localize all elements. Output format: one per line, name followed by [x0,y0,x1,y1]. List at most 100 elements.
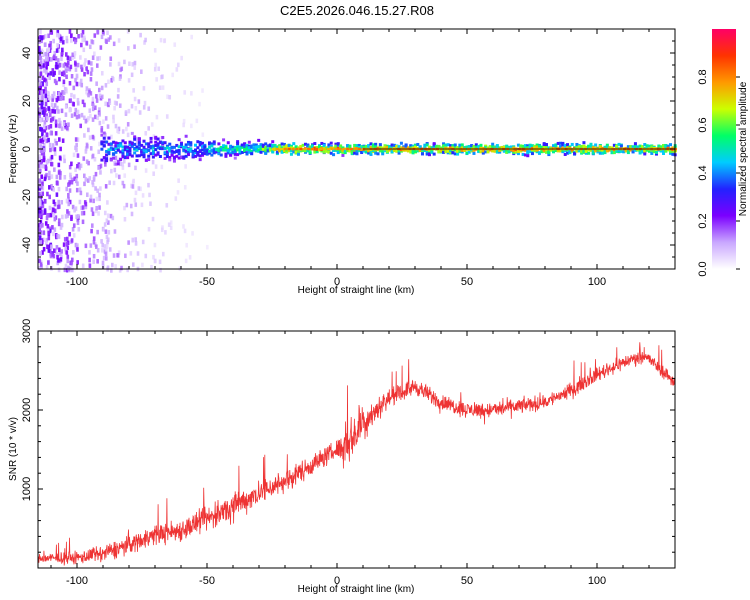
spectrogram-noise-cell [72,233,76,238]
spectrogram-noise-cell [74,178,78,184]
spectrogram-band-cell [355,152,359,156]
spectrogram-band-cell [425,143,429,147]
spectrogram-band-cell [554,143,558,147]
spectrogram-noise-cell [76,137,80,142]
spectrogram-band-cell [397,151,401,155]
spectrogram-band-cell [280,142,284,146]
colorbar-gradient [712,29,736,269]
spectrogram-band-cell [140,143,144,147]
spectrogram-noise-cell [136,251,140,256]
spectrogram-band-cell [547,150,551,154]
spectrogram-band-cell [519,144,523,148]
spectrogram-band-cell [280,146,284,150]
spectrogram-noise-cell [71,55,74,60]
spectrogram-noise-cell [79,163,83,169]
spectrogram-band-cell [339,146,343,150]
spectrogram-band-cell [566,151,570,155]
spectrogram-noise-cell [69,64,73,70]
spectrogram-band-cell [556,141,560,145]
spectrogram-noise-cell [40,38,43,44]
spectrogram-noise-cell [142,105,146,110]
spectrogram-noise-cell [38,95,42,100]
spectrogram-noise-cell [66,245,69,251]
spectrogram-noise-cell [133,197,137,203]
spectrogram-band-cell [236,141,240,145]
spectrogram-band-cell [430,148,434,152]
snr-background [38,331,675,568]
spectrogram-noise-cell [195,118,199,124]
spectrogram-noise-cell [112,41,116,47]
spectrogram-band-cell [172,150,176,154]
spectrogram-band-cell [271,145,275,149]
spectrogram-noise-cell [133,60,137,66]
spectrogram-noise-cell [75,147,78,153]
spectrogram-noise-cell [164,230,167,235]
spectrogram-band-cell [392,143,396,147]
spectrogram-band-cell [205,152,209,156]
spectrogram-noise-cell [96,115,99,121]
spectrogram-band-cell [245,146,249,150]
spectrogram-band-cell [114,147,118,151]
spectrogram-noise-cell [149,201,152,206]
spectrogram-noise-cell [39,108,42,114]
spectrogram-band-cell [243,145,247,149]
spectrogram-noise-cell [98,56,101,61]
spectrogram-noise-cell [158,85,162,90]
spectrogram-noise-cell [54,249,57,254]
spectrogram-noise-cell [79,55,82,60]
spectrogram-band-cell [486,150,490,154]
spectrogram-noise-cell [38,46,41,51]
spectrogram-band-cell [247,140,251,144]
spectrogram-heat-cells [38,29,677,273]
spectrogram-noise-cell [56,64,59,70]
spectrogram-band-cell [175,154,179,158]
spectrogram-band-cell [325,147,329,151]
spectrogram-band-cell [353,151,357,155]
spectrogram-band-cell [369,142,373,146]
spectrogram-band-cell [523,144,527,148]
spectrogram-noise-cell [131,184,135,189]
spectrogram-band-cell [423,148,427,152]
spectrogram-band-cell [615,149,619,153]
spectrogram-band-cell [126,145,130,149]
spectrogram-noise-cell [73,176,77,182]
spectrogram-noise-cell [38,39,41,44]
spectrogram-band-cell [128,146,132,150]
spectrogram-noise-cell [131,180,135,185]
spectrogram-noise-cell [182,118,186,124]
spectrogram-noise-cell [57,204,61,209]
spectrogram-noise-cell [48,112,52,118]
spectrogram-noise-cell [96,259,99,264]
spectrogram-band-cell [268,145,272,149]
spectrogram-band-cell [121,145,125,149]
spectrogram-band-cell [540,146,544,150]
spectrogram-noise-cell [104,251,108,257]
spectrogram-band-cell [573,151,577,155]
spectrogram-noise-cell [113,167,117,173]
spectrogram-noise-cell [98,93,102,99]
spectrogram-noise-cell [47,125,51,130]
spectrogram-noise-cell [62,79,66,85]
spectrogram-noise-cell [58,123,61,129]
spectrogram-band-cell [383,145,387,149]
spectrogram-noise-cell [38,213,41,218]
spectrogram-noise-cell [154,62,158,68]
spectrogram-band-cell [133,151,137,155]
spectrogram-band-cell [514,149,518,153]
spectrogram-core-cell [330,147,334,151]
spectrogram-noise-cell [51,97,54,102]
spectrogram-band-cell [315,150,319,154]
spectrogram-noise-cell [57,91,61,96]
spectrogram-noise-cell [45,215,49,221]
spectrogram-noise-cell [43,135,46,140]
spectrogram-noise-cell [95,63,99,68]
spectrogram-band-cell [631,150,635,154]
spectrogram-band-cell [156,137,160,141]
spectrogram-band-cell [638,151,642,155]
spectrogram-band-cell [643,148,647,152]
spectrogram-noise-cell [92,259,95,264]
spectrogram-noise-cell [59,36,63,42]
spectrogram-band-cell [172,156,176,160]
spectrogram-band-cell [149,136,153,140]
spectrogram-noise-cell [106,30,109,36]
